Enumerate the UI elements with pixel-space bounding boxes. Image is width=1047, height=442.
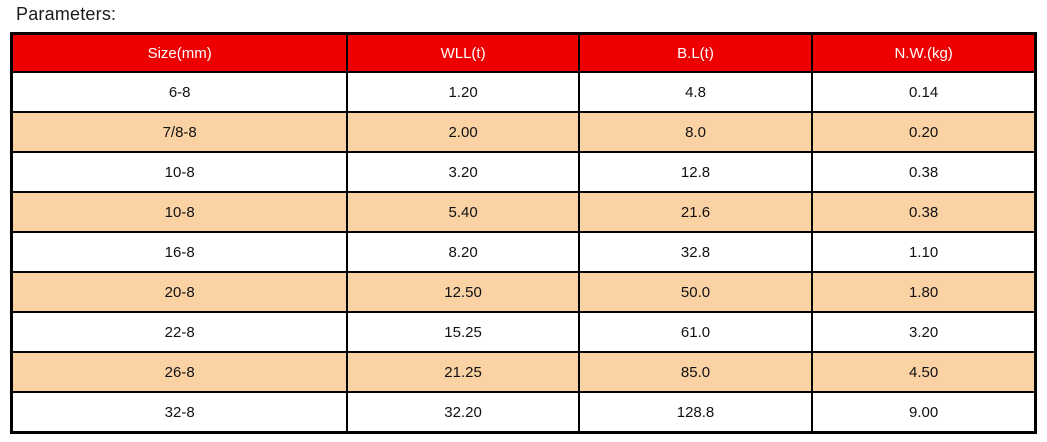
cell-nw: 0.38 (811, 191, 1037, 233)
column-header-size: Size(mm) (10, 32, 349, 73)
column-header-bl: B.L(t) (577, 32, 814, 73)
cell-nw: 0.38 (811, 151, 1037, 193)
cell-bl: 21.6 (577, 191, 814, 233)
table-row: 26-8 21.25 85.0 4.50 (10, 351, 1037, 393)
cell-size: 10-8 (10, 191, 349, 233)
page-title: Parameters: (16, 4, 117, 24)
cell-bl: 4.8 (577, 71, 814, 113)
table-row: 22-8 15.25 61.0 3.20 (10, 311, 1037, 353)
cell-size: 20-8 (10, 271, 349, 313)
cell-bl: 128.8 (577, 391, 814, 434)
cell-nw: 3.20 (811, 311, 1037, 353)
cell-size: 6-8 (10, 71, 349, 113)
table-row: 20-8 12.50 50.0 1.80 (10, 271, 1037, 313)
cell-wll: 3.20 (346, 151, 580, 193)
cell-size: 16-8 (10, 231, 349, 273)
cell-size: 10-8 (10, 151, 349, 193)
cell-wll: 2.00 (346, 111, 580, 153)
cell-bl: 12.8 (577, 151, 814, 193)
cell-size: 22-8 (10, 311, 349, 353)
table-row: 16-8 8.20 32.8 1.10 (10, 231, 1037, 273)
cell-nw: 4.50 (811, 351, 1037, 393)
table-row: 32-8 32.20 128.8 9.00 (10, 391, 1037, 434)
table-row: 10-8 5.40 21.6 0.38 (10, 191, 1037, 233)
table-row: 10-8 3.20 12.8 0.38 (10, 151, 1037, 193)
header-row: Size(mm) WLL(t) B.L(t) N.W.(kg) (10, 32, 1037, 73)
column-header-nw: N.W.(kg) (811, 32, 1037, 73)
cell-wll: 21.25 (346, 351, 580, 393)
cell-nw: 0.14 (811, 71, 1037, 113)
cell-size: 26-8 (10, 351, 349, 393)
cell-wll: 1.20 (346, 71, 580, 113)
cell-wll: 15.25 (346, 311, 580, 353)
cell-size: 7/8-8 (10, 111, 349, 153)
cell-bl: 50.0 (577, 271, 814, 313)
column-header-wll: WLL(t) (346, 32, 580, 73)
table-row: 6-8 1.20 4.8 0.14 (10, 71, 1037, 113)
table-header: Size(mm) WLL(t) B.L(t) N.W.(kg) (10, 32, 1037, 73)
cell-nw: 1.80 (811, 271, 1037, 313)
cell-bl: 8.0 (577, 111, 814, 153)
table-body: 6-8 1.20 4.8 0.14 7/8-8 2.00 8.0 0.20 10… (10, 71, 1037, 434)
cell-wll: 8.20 (346, 231, 580, 273)
cell-bl: 61.0 (577, 311, 814, 353)
cell-wll: 12.50 (346, 271, 580, 313)
cell-nw: 0.20 (811, 111, 1037, 153)
cell-bl: 32.8 (577, 231, 814, 273)
cell-nw: 1.10 (811, 231, 1037, 273)
cell-wll: 32.20 (346, 391, 580, 434)
parameters-table: Size(mm) WLL(t) B.L(t) N.W.(kg) 6-8 1.20… (10, 32, 1037, 434)
table-row: 7/8-8 2.00 8.0 0.20 (10, 111, 1037, 153)
cell-bl: 85.0 (577, 351, 814, 393)
cell-wll: 5.40 (346, 191, 580, 233)
cell-nw: 9.00 (811, 391, 1037, 434)
cell-size: 32-8 (10, 391, 349, 434)
